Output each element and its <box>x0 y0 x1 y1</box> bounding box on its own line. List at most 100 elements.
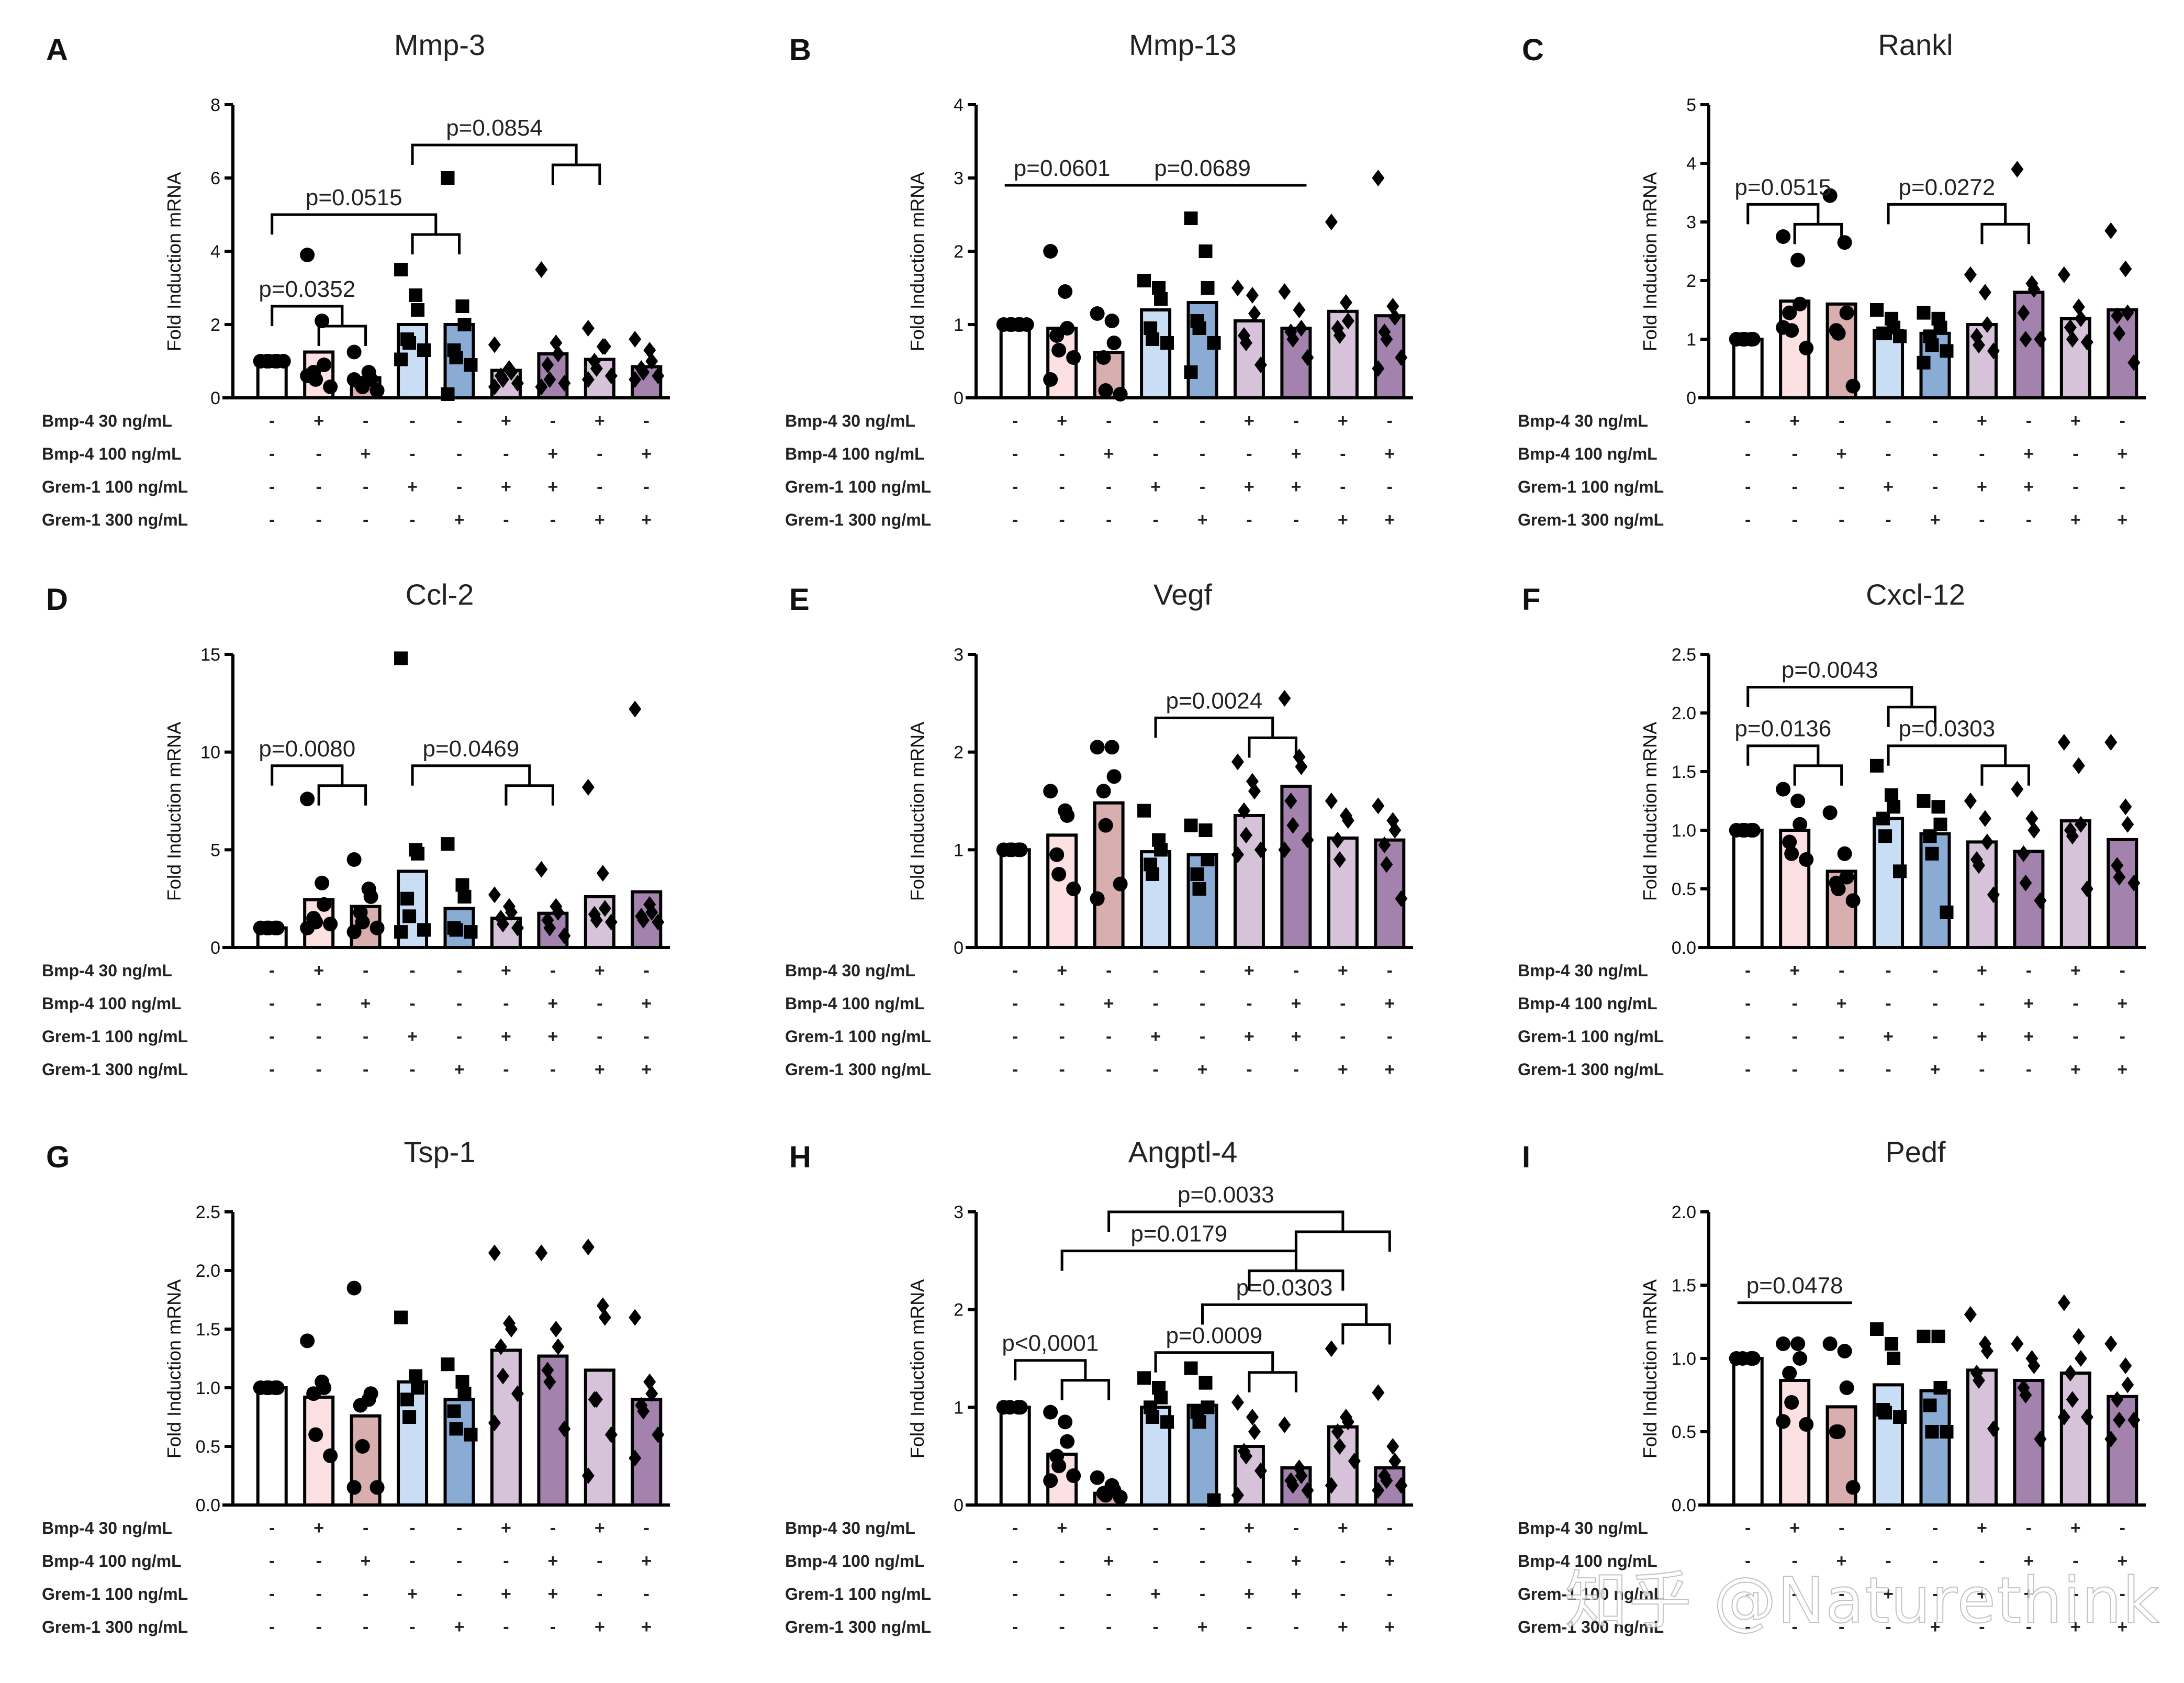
data-point <box>1799 1417 1814 1432</box>
condition-label: Grem-1 300 ng/mL <box>42 1060 188 1079</box>
data-point <box>488 336 501 353</box>
condition-sign: - <box>1012 994 1018 1013</box>
panel-d: D Ccl-2 Fold Induction mRNA 0 5 10 15 p=0.0080 p… <box>0 550 727 1105</box>
y-tick-label: 0 <box>1686 388 1696 408</box>
condition-sign: - <box>1745 1060 1751 1079</box>
condition-sign: - <box>1059 1617 1065 1637</box>
data-point <box>261 1380 276 1395</box>
data-point <box>1790 252 1806 268</box>
condition-sign: + <box>1244 961 1255 980</box>
condition-label: Bmp-4 30 ng/mL <box>1518 961 1648 980</box>
condition-sign: - <box>409 1518 415 1538</box>
condition-sign: + <box>1789 961 1800 980</box>
y-tick-label: 4 <box>954 95 964 115</box>
condition-sign: - <box>316 444 322 464</box>
condition-sign: - <box>316 1060 322 1079</box>
panel-title: Tsp-1 <box>404 1135 476 1168</box>
y-tick-label: 3 <box>1686 213 1696 232</box>
data-point <box>300 920 315 935</box>
data-point <box>596 1297 609 1314</box>
data-point <box>1254 356 1267 373</box>
y-tick-label: 6 <box>210 169 220 188</box>
y-tick-label: 1.5 <box>1672 1276 1696 1296</box>
y-tick-label: 0 <box>210 938 220 958</box>
condition-sign: - <box>1012 411 1018 431</box>
data-point <box>394 263 408 276</box>
significance-annotation: p=0.0033 <box>1107 1182 1391 1252</box>
condition-sign: - <box>1200 477 1205 497</box>
data-point <box>411 303 425 317</box>
data-point <box>1154 292 1168 306</box>
y-axis-label: Fold Induction mRNA <box>163 1279 185 1458</box>
data-point <box>2034 892 2047 909</box>
data-point <box>1184 365 1198 379</box>
data-point <box>1839 1380 1854 1395</box>
condition-label: Grem-1 300 ng/mL <box>785 510 931 529</box>
condition-sign: + <box>641 510 652 530</box>
condition-sign: - <box>363 1027 368 1046</box>
condition-sign: + <box>501 477 511 497</box>
data-point <box>1931 1330 1945 1343</box>
data-point <box>1972 337 1985 354</box>
condition-sign: + <box>1384 510 1395 530</box>
y-tick-label: 2 <box>954 242 964 262</box>
y-tick-label: 0 <box>954 388 964 408</box>
condition-sign: - <box>2120 1518 2125 1538</box>
condition-sign: + <box>1057 961 1067 980</box>
condition-sign: + <box>1150 1027 1161 1046</box>
y-tick-label: 2.0 <box>196 1261 220 1281</box>
data-point <box>1341 812 1354 829</box>
data-point <box>1060 1434 1075 1449</box>
data-point <box>535 1244 548 1262</box>
condition-sign: - <box>1106 1617 1112 1637</box>
y-tick-label: 2 <box>954 743 964 763</box>
data-point <box>363 1386 378 1401</box>
condition-sign: - <box>503 1617 509 1637</box>
data-point <box>1254 1462 1267 1479</box>
condition-label: Bmp-4 100 ng/mL <box>785 994 925 1013</box>
data-point <box>1978 810 1991 827</box>
condition-sign: - <box>409 1551 415 1571</box>
data-point <box>2019 331 2032 348</box>
condition-sign: + <box>1197 510 1208 530</box>
condition-sign: - <box>1152 411 1158 431</box>
data-point <box>643 896 656 913</box>
data-point <box>1980 1343 1993 1359</box>
condition-sign: - <box>1340 477 1346 497</box>
condition-sign: - <box>1152 1518 1158 1538</box>
condition-sign: + <box>501 1027 511 1046</box>
data-point <box>1776 320 1791 335</box>
condition-sign: + <box>1883 1027 1894 1046</box>
condition-sign: - <box>1012 1027 1018 1046</box>
condition-label: Grem-1 300 ng/mL <box>42 1618 188 1636</box>
data-point <box>1737 823 1752 838</box>
p-value-label: p=0.0136 <box>1734 716 1831 742</box>
condition-sign: + <box>1384 1617 1395 1637</box>
data-point <box>1231 1394 1244 1411</box>
data-point <box>1278 690 1291 707</box>
p-value-label: p=0.0009 <box>1166 1323 1262 1348</box>
y-axis-label: Fold Induction mRNA <box>906 1279 928 1458</box>
condition-sign: - <box>269 1027 275 1046</box>
data-point <box>1822 1336 1838 1351</box>
data-point <box>1987 1420 2000 1437</box>
condition-sign: + <box>454 1617 465 1637</box>
data-point <box>1325 214 1338 230</box>
significance-bracket <box>1746 744 1843 786</box>
condition-sign: - <box>1293 411 1299 431</box>
y-tick-label: 10 <box>200 743 220 763</box>
condition-sign: - <box>644 1027 649 1046</box>
y-axis-label: Fold Induction mRNA <box>163 722 185 901</box>
data-point <box>411 1381 425 1395</box>
data-point <box>1799 852 1814 867</box>
y-tick-label: 1 <box>954 840 964 860</box>
data-point <box>1239 1447 1252 1465</box>
panel-title: Ccl-2 <box>406 578 474 611</box>
condition-sign: - <box>1106 1027 1112 1046</box>
data-point <box>645 1385 658 1402</box>
data-point <box>1090 306 1105 321</box>
data-point <box>1372 170 1385 186</box>
condition-sign: - <box>1932 994 1938 1013</box>
data-point <box>535 261 548 278</box>
data-point <box>1043 372 1058 387</box>
